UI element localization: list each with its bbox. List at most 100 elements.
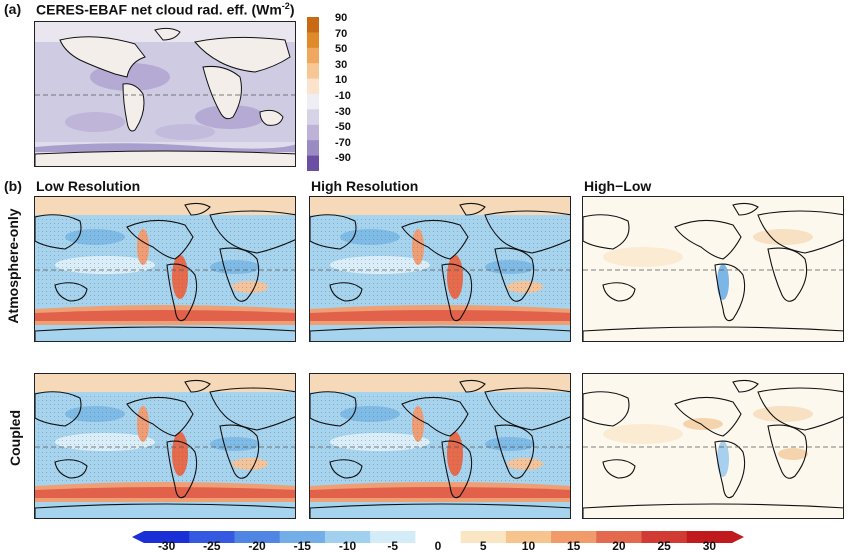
panel-a-title: CERES-EBAF net cloud rad. eff. (Wm-2) bbox=[36, 1, 295, 18]
coastline bbox=[732, 379, 759, 393]
colorbar-b-segment bbox=[505, 531, 552, 543]
colorbar-b-segment bbox=[415, 531, 462, 543]
map-atmos-high bbox=[309, 196, 571, 342]
colorbar-a-tick: -30 bbox=[335, 105, 351, 118]
colorbar-b-tick: 20 bbox=[612, 539, 626, 553]
coastline bbox=[674, 396, 742, 437]
coastline bbox=[310, 326, 570, 341]
row-title-coupled: Coupled bbox=[7, 410, 23, 466]
coastline bbox=[209, 387, 295, 431]
colorbar-b-segment bbox=[189, 531, 235, 543]
colorbar-b-tick: 25 bbox=[657, 539, 671, 553]
colorbar-b-tick: 0 bbox=[434, 539, 442, 553]
coastline bbox=[484, 387, 570, 431]
coastline bbox=[54, 282, 88, 302]
coastline bbox=[583, 391, 630, 427]
colorbar-b-tick: -5 bbox=[387, 539, 399, 553]
colorbar-b-tick: -15 bbox=[293, 539, 311, 553]
coastline bbox=[441, 440, 473, 499]
colorbar-b-segment bbox=[686, 531, 733, 543]
column-title-high: High Resolution bbox=[311, 178, 419, 194]
colorbar-a-tick: 70 bbox=[335, 27, 348, 40]
coastline bbox=[310, 214, 357, 250]
colorbar-a-tick: 30 bbox=[335, 58, 348, 71]
colorbar-a-segment bbox=[307, 78, 319, 95]
coastline bbox=[126, 396, 194, 437]
coastline bbox=[310, 391, 357, 427]
colorbar-b bbox=[132, 530, 744, 543]
coastline bbox=[583, 326, 843, 341]
colorbar-a-tick: 90 bbox=[335, 12, 348, 24]
coastline bbox=[714, 263, 746, 322]
map-coupled-diff bbox=[582, 373, 844, 519]
coastline bbox=[166, 263, 198, 322]
colorbar-a-tick: 50 bbox=[335, 43, 348, 56]
coastline bbox=[401, 219, 469, 260]
coastline bbox=[184, 202, 211, 216]
map-atmos-diff bbox=[582, 196, 844, 342]
coastline bbox=[714, 440, 746, 499]
coastline bbox=[602, 282, 636, 302]
colorbar-a bbox=[307, 17, 319, 172]
coastline bbox=[602, 459, 636, 479]
coastline bbox=[219, 247, 260, 302]
coastline bbox=[757, 210, 843, 254]
coastline bbox=[484, 210, 570, 254]
colorbar-a-segment bbox=[307, 140, 319, 157]
coastline bbox=[401, 396, 469, 437]
coastline bbox=[767, 247, 808, 302]
colorbar-a-tick: -10 bbox=[335, 90, 351, 102]
coastline bbox=[209, 210, 295, 254]
coastline bbox=[441, 263, 473, 322]
coastline bbox=[166, 440, 198, 499]
colorbar-a-segment bbox=[307, 124, 319, 141]
colorbar-a-segment bbox=[307, 109, 319, 126]
colorbar-a-tick: -70 bbox=[335, 136, 351, 149]
colorbar-b-segment bbox=[370, 531, 416, 543]
map-coupled-low bbox=[34, 373, 296, 519]
coastline bbox=[494, 247, 535, 302]
ceres-map bbox=[34, 21, 296, 167]
coastline bbox=[583, 214, 630, 250]
colorbar-b-tick: -20 bbox=[248, 539, 266, 553]
coastline bbox=[35, 503, 295, 518]
colorbar-a-segment bbox=[307, 32, 319, 49]
panel-b-label: (b) bbox=[4, 178, 22, 194]
coastline bbox=[329, 282, 363, 302]
colorbar-b-tick: 30 bbox=[702, 539, 717, 553]
colorbar-a-segment bbox=[307, 17, 319, 33]
column-title-low: Low Resolution bbox=[36, 178, 141, 194]
colorbar-a-segment bbox=[307, 47, 319, 64]
colorbar-b-segment bbox=[234, 531, 281, 543]
coastline bbox=[54, 459, 88, 479]
colorbar-b-segment bbox=[144, 531, 190, 543]
coastline bbox=[219, 424, 260, 479]
colorbar-b-arrow-right bbox=[732, 531, 744, 543]
colorbar-a-tick: -90 bbox=[335, 152, 351, 165]
coastline bbox=[732, 202, 759, 216]
map-atmos-low bbox=[34, 196, 296, 342]
coastline bbox=[126, 219, 194, 260]
colorbar-b-tick: -10 bbox=[338, 539, 357, 553]
coastline bbox=[329, 459, 363, 479]
colorbar-a-segment bbox=[307, 155, 319, 172]
map-coupled-high bbox=[309, 373, 571, 519]
coastline bbox=[35, 214, 82, 250]
colorbar-a-segment bbox=[307, 63, 319, 80]
colorbar-b-tick: -25 bbox=[203, 539, 221, 553]
colorbar-b-segment bbox=[460, 531, 507, 543]
colorbar-b-segment bbox=[551, 531, 597, 543]
colorbar-b-tick: 5 bbox=[479, 539, 487, 553]
colorbar-b-segment bbox=[596, 531, 643, 543]
coastline bbox=[184, 379, 211, 393]
coastline bbox=[767, 424, 808, 479]
coastline bbox=[35, 391, 82, 427]
colorbar-a-tick: 10 bbox=[335, 74, 348, 87]
panel-a-label: (a) bbox=[4, 1, 22, 17]
colorbar-b-segment bbox=[324, 531, 371, 543]
coastline bbox=[494, 424, 535, 479]
colorbar-b-arrow-left bbox=[132, 531, 144, 543]
colorbar-a-segment bbox=[307, 94, 319, 110]
colorbar-b-tick: -30 bbox=[157, 539, 176, 553]
